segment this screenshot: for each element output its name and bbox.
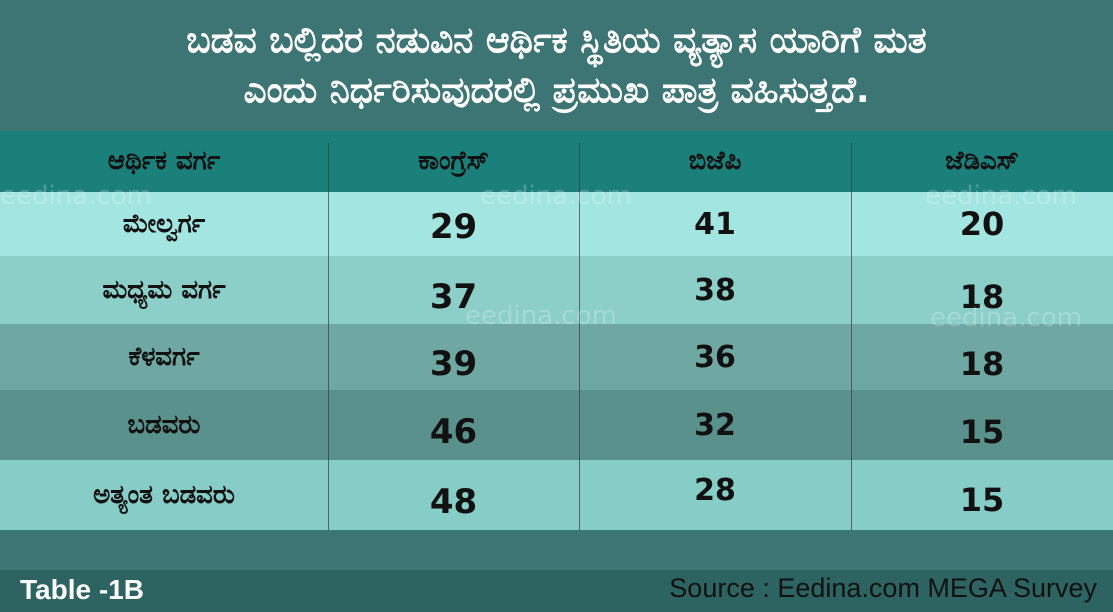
table-row: ಬಡವರು 46 32 15 [0, 390, 1113, 460]
row-label: ಕೆಳವರ್ಗ [128, 341, 200, 372]
congress-value: 39 [429, 344, 478, 384]
congress-value: 29 [429, 207, 478, 247]
bjp-value: 38 [694, 272, 736, 308]
row-label: ಅತ್ಯಂತ ಬಡವರು [93, 479, 235, 510]
title-line-2: ಎಂದು ನಿರ್ಧರಿಸುವುದರಲ್ಲಿ ಪ್ರಮುಖ ಪಾತ್ರ ವಹಿಸ… [243, 69, 870, 111]
jds-value: 18 [959, 278, 1005, 316]
bjp-value: 28 [694, 472, 736, 508]
table-id-label: Table -1B [20, 574, 144, 605]
header-jds: ಜೆಡಿಎಸ್ [945, 146, 1019, 176]
row-label: ಮೇಲ್ವರ್ಗ [122, 208, 206, 239]
title-line-1: ಬಡವ ಬಲ್ಲಿದರ ನಡುವಿನ ಆರ್ಥಿಕ ಸ್ಥಿತಿಯ ವ್ಯತ್ಯ… [186, 19, 927, 61]
source-label: Source : Eedina.com MEGA Survey [669, 573, 1097, 603]
congress-value: 46 [429, 412, 478, 452]
table-row: ಅತ್ಯಂತ ಬಡವರು 48 28 15 [0, 460, 1113, 530]
header-congress: ಕಾಂಗ್ರೆಸ್ [418, 146, 489, 176]
table-row: ಮೇಲ್ವರ್ಗ 29 41 20 [0, 192, 1113, 256]
footer-spacer [0, 530, 1113, 570]
row-label: ಬಡವರು [127, 409, 201, 440]
table-row: ಕೆಳವರ್ಗ 39 36 18 [0, 324, 1113, 390]
footer-bar: Table -1B Source : Eedina.com MEGA Surve… [0, 570, 1113, 612]
jds-value: 18 [959, 345, 1005, 383]
row-label: ಮಧ್ಯಮ ವರ್ಗ [102, 274, 226, 305]
column-separator [328, 143, 329, 531]
congress-value: 37 [429, 277, 478, 317]
bjp-value: 32 [694, 407, 736, 443]
header-economic-class: ಆರ್ಥಿಕ ವರ್ಗ [107, 146, 221, 176]
title-band: ಬಡವ ಬಲ್ಲಿದರ ನಡುವಿನ ಆರ್ಥಿಕ ಸ್ಥಿತಿಯ ವ್ಯತ್ಯ… [0, 0, 1113, 131]
header-bjp: ಬಿಜೆಪಿ [688, 146, 742, 176]
table-header-row: ಆರ್ಥಿಕ ವರ್ಗ ಕಾಂಗ್ರೆಸ್ ಬಿಜೆಪಿ ಜೆಡಿಎಸ್ [0, 131, 1113, 192]
table-row: ಮಧ್ಯಮ ವರ್ಗ 37 38 18 [0, 256, 1113, 324]
congress-value: 48 [429, 482, 478, 522]
bjp-value: 41 [694, 206, 736, 242]
jds-value: 15 [959, 481, 1005, 519]
jds-value: 20 [959, 205, 1005, 243]
column-separator [851, 143, 852, 531]
bjp-value: 36 [694, 339, 736, 375]
column-separator [579, 143, 580, 531]
jds-value: 15 [959, 413, 1005, 451]
